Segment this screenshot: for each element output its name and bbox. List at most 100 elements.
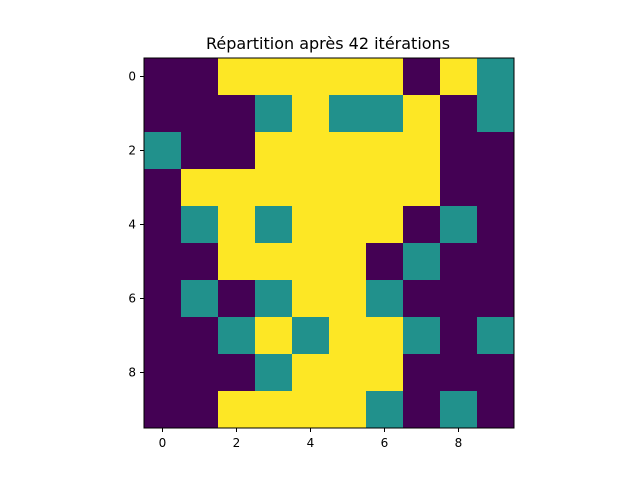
heatmap-cell-r4-c1 (181, 206, 219, 244)
heatmap-cell-r9-c4 (292, 391, 330, 429)
heatmap-cell-r1-c8 (440, 95, 478, 133)
heatmap-cell-r8-c6 (366, 354, 404, 392)
heatmap-cell-r6-c3 (255, 280, 293, 318)
heatmap-cell-r3-c0 (144, 169, 182, 207)
heatmap-cell-r9-c5 (329, 391, 367, 429)
heatmap-cell-r6-c5 (329, 280, 367, 318)
heatmap-cell-r5-c4 (292, 243, 330, 281)
heatmap-cell-r7-c0 (144, 317, 182, 355)
heatmap-cell-r8-c1 (181, 354, 219, 392)
heatmap-cell-r6-c8 (440, 280, 478, 318)
heatmap-cell-r9-c3 (255, 391, 293, 429)
heatmap-cell-r8-c4 (292, 354, 330, 392)
heatmap-cell-r5-c8 (440, 243, 478, 281)
heatmap-cell-r7-c4 (292, 317, 330, 355)
heatmap-cell-r4-c5 (329, 206, 367, 244)
heatmap-cell-r0-c8 (440, 58, 478, 96)
heatmap-cell-r2-c0 (144, 132, 182, 170)
y-tick-label: 4 (128, 218, 136, 232)
heatmap-cell-r2-c3 (255, 132, 293, 170)
heatmap-cell-r4-c6 (366, 206, 404, 244)
heatmap-cell-r0-c5 (329, 58, 367, 96)
heatmap-cell-r0-c3 (255, 58, 293, 96)
heatmap-cell-r4-c3 (255, 206, 293, 244)
heatmap-cell-r3-c4 (292, 169, 330, 207)
x-tick-label: 2 (233, 436, 241, 450)
heatmap-cell-r9-c0 (144, 391, 182, 429)
heatmap-cell-r4-c9 (477, 206, 515, 244)
heatmap-cell-r0-c9 (477, 58, 515, 96)
heatmap-cell-r8-c0 (144, 354, 182, 392)
heatmap-cell-r2-c5 (329, 132, 367, 170)
heatmap-cell-r1-c0 (144, 95, 182, 133)
heatmap-cell-r1-c2 (218, 95, 256, 133)
y-tick-label: 8 (128, 366, 136, 380)
heatmap-cell-r0-c0 (144, 58, 182, 96)
heatmap-cell-r3-c3 (255, 169, 293, 207)
heatmap-cell-r2-c4 (292, 132, 330, 170)
heatmap-cell-r9-c8 (440, 391, 478, 429)
heatmap-cell-r5-c2 (218, 243, 256, 281)
heatmap-cells (144, 58, 515, 429)
heatmap-cell-r1-c1 (181, 95, 219, 133)
heatmap-cell-r1-c3 (255, 95, 293, 133)
heatmap-cell-r0-c7 (403, 58, 441, 96)
chart-title: Répartition après 42 itérations (206, 34, 450, 53)
heatmap-cell-r0-c6 (366, 58, 404, 96)
heatmap-cell-r1-c6 (366, 95, 404, 133)
heatmap-cell-r4-c8 (440, 206, 478, 244)
heatmap-cell-r3-c8 (440, 169, 478, 207)
heatmap-cell-r8-c2 (218, 354, 256, 392)
x-axis: 0 2 4 6 8 (159, 428, 463, 450)
heatmap-cell-r2-c1 (181, 132, 219, 170)
heatmap-cell-r7-c1 (181, 317, 219, 355)
heatmap-cell-r4-c4 (292, 206, 330, 244)
heatmap-cell-r9-c6 (366, 391, 404, 429)
heatmap-cell-r8-c7 (403, 354, 441, 392)
heatmap-cell-r9-c1 (181, 391, 219, 429)
heatmap-cell-r0-c2 (218, 58, 256, 96)
heatmap-cell-r2-c8 (440, 132, 478, 170)
heatmap-cell-r2-c7 (403, 132, 441, 170)
heatmap-cell-r3-c1 (181, 169, 219, 207)
heatmap-cell-r8-c8 (440, 354, 478, 392)
heatmap-cell-r9-c7 (403, 391, 441, 429)
y-tick-label: 6 (128, 292, 136, 306)
heatmap-cell-r0-c4 (292, 58, 330, 96)
y-tick-label: 2 (128, 144, 136, 158)
x-tick-label: 4 (307, 436, 315, 450)
heatmap-cell-r6-c0 (144, 280, 182, 318)
heatmap-cell-r1-c7 (403, 95, 441, 133)
heatmap-cell-r3-c2 (218, 169, 256, 207)
heatmap-cell-r3-c6 (366, 169, 404, 207)
heatmap-cell-r5-c5 (329, 243, 367, 281)
heatmap-cell-r5-c6 (366, 243, 404, 281)
heatmap-cell-r0-c1 (181, 58, 219, 96)
heatmap-cell-r6-c1 (181, 280, 219, 318)
heatmap-cell-r7-c6 (366, 317, 404, 355)
heatmap-cell-r8-c5 (329, 354, 367, 392)
heatmap-cell-r1-c4 (292, 95, 330, 133)
y-axis: 0 2 4 6 8 (128, 70, 144, 380)
heatmap-cell-r9-c9 (477, 391, 515, 429)
heatmap-cell-r4-c7 (403, 206, 441, 244)
heatmap-cell-r2-c6 (366, 132, 404, 170)
heatmap-cell-r8-c9 (477, 354, 515, 392)
x-tick-label: 8 (455, 436, 463, 450)
heatmap-cell-r3-c5 (329, 169, 367, 207)
heatmap-cell-r6-c6 (366, 280, 404, 318)
heatmap-cell-r5-c7 (403, 243, 441, 281)
heatmap-cell-r7-c3 (255, 317, 293, 355)
heatmap-cell-r6-c7 (403, 280, 441, 318)
heatmap-cell-r7-c8 (440, 317, 478, 355)
heatmap-cell-r7-c5 (329, 317, 367, 355)
axes-frame (143, 57, 515, 429)
heatmap-cell-r5-c3 (255, 243, 293, 281)
heatmap-cell-r4-c0 (144, 206, 182, 244)
heatmap-cell-r5-c1 (181, 243, 219, 281)
heatmap-cell-r2-c9 (477, 132, 515, 170)
heatmap-cell-r9-c2 (218, 391, 256, 429)
heatmap-cell-r7-c7 (403, 317, 441, 355)
x-tick-label: 0 (159, 436, 167, 450)
